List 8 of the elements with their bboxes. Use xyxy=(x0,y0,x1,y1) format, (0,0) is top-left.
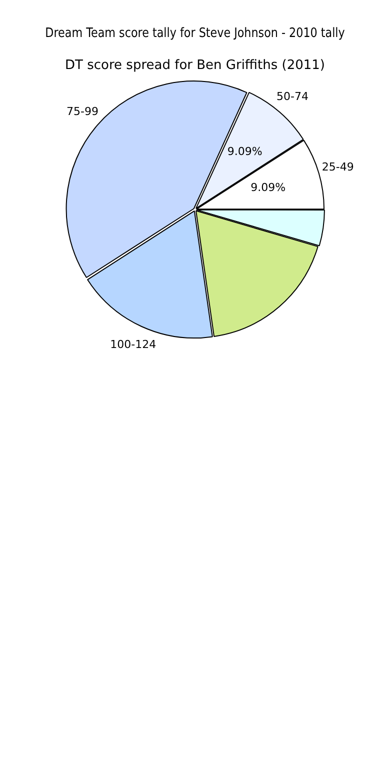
chart-subtitle: DT score spread for Ben Griffiths (2011) xyxy=(65,58,325,73)
data-label: 9.09% xyxy=(250,181,286,194)
chart-title: Dream Team score tally for Steve Johnson - 2010 tally xyxy=(45,25,345,40)
data-label: 9.09% xyxy=(227,144,262,158)
slice-label: 100-124 xyxy=(110,338,156,351)
slice-label: 50-74 xyxy=(276,90,309,103)
slice-label: 75-99 xyxy=(66,104,98,118)
slice-label: 25-49 xyxy=(322,160,354,174)
